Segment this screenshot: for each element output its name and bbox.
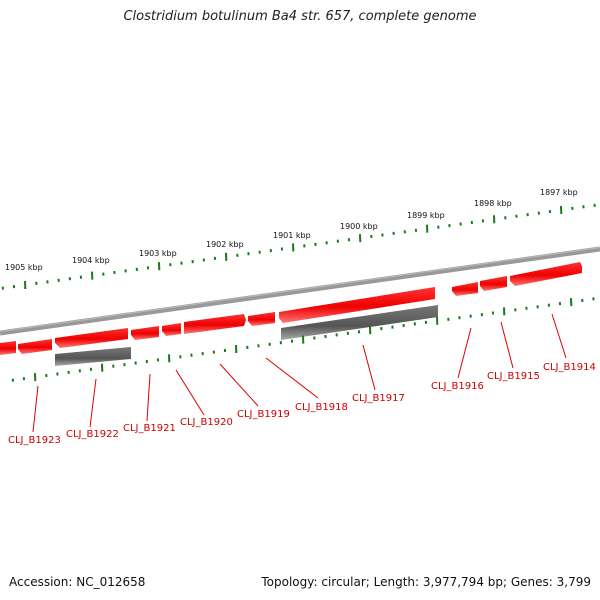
gene-label[interactable]: CLJ_B1922 bbox=[66, 429, 119, 440]
leader-line bbox=[89, 378, 97, 428]
leader-line bbox=[500, 321, 514, 369]
accession-text: Accession: NC_012658 bbox=[9, 575, 146, 589]
scale-label: 1898 kbp bbox=[474, 199, 512, 208]
leader-line bbox=[362, 344, 376, 391]
gene-arrow[interactable] bbox=[248, 312, 275, 326]
leader-line bbox=[551, 313, 567, 359]
scale-label: 1904 kbp bbox=[72, 256, 110, 265]
outer-scale-track bbox=[1, 203, 596, 290]
secondary-feature[interactable] bbox=[55, 347, 131, 366]
scale-label: 1897 kbp bbox=[540, 188, 578, 197]
gene-arrow[interactable] bbox=[0, 341, 16, 355]
genome-summary-text: Topology: circular; Length: 3,977,794 bp… bbox=[261, 575, 591, 589]
gene-arrow[interactable] bbox=[279, 287, 435, 323]
gene-arrow[interactable] bbox=[452, 282, 478, 296]
scale-label: 1902 kbp bbox=[206, 240, 244, 249]
inner-scale-track bbox=[11, 297, 595, 382]
leader-line bbox=[146, 373, 151, 422]
genome-backbone bbox=[0, 246, 600, 336]
gene-arrow[interactable] bbox=[55, 328, 128, 348]
gene-label[interactable]: CLJ_B1918 bbox=[295, 402, 348, 413]
leader-line bbox=[457, 327, 472, 379]
gene-arrow[interactable] bbox=[184, 314, 246, 334]
gene-label[interactable]: CLJ_B1917 bbox=[352, 393, 405, 404]
genome-backbone-highlight bbox=[0, 247, 600, 332]
gene-label[interactable]: CLJ_B1919 bbox=[237, 409, 290, 420]
gene-label[interactable]: CLJ_B1915 bbox=[487, 371, 540, 382]
gene-labels: CLJ_B1923 CLJ_B1922 CLJ_B1921 CLJ_B1920 … bbox=[8, 362, 596, 446]
secondary-feature[interactable] bbox=[281, 305, 438, 340]
scale-label: 1905 kbp bbox=[5, 263, 43, 272]
scale-labels: 1905 kbp 1904 kbp 1903 kbp 1902 kbp 1901… bbox=[5, 188, 578, 272]
scale-label: 1899 kbp bbox=[407, 211, 445, 220]
gene-label[interactable]: CLJ_B1920 bbox=[180, 417, 233, 428]
leader-line bbox=[265, 357, 319, 399]
leader-line bbox=[219, 363, 259, 407]
gene-arrow[interactable] bbox=[18, 339, 52, 354]
gene-track bbox=[0, 262, 582, 355]
gene-label[interactable]: CLJ_B1916 bbox=[431, 381, 484, 392]
gene-arrow[interactable] bbox=[510, 262, 582, 286]
scale-label: 1901 kbp bbox=[273, 231, 311, 240]
gene-arrow[interactable] bbox=[162, 323, 181, 336]
gene-label[interactable]: CLJ_B1923 bbox=[8, 435, 61, 446]
gene-label[interactable]: CLJ_B1914 bbox=[543, 362, 596, 373]
scale-label: 1903 kbp bbox=[139, 249, 177, 258]
gene-arrow[interactable] bbox=[131, 326, 159, 340]
leader-line bbox=[175, 369, 205, 416]
gene-arrow[interactable] bbox=[480, 276, 507, 291]
gene-label[interactable]: CLJ_B1921 bbox=[123, 423, 176, 434]
scale-label: 1900 kbp bbox=[340, 222, 378, 231]
secondary-feature-track bbox=[55, 305, 438, 366]
leader-line bbox=[32, 385, 39, 433]
leader-lines bbox=[32, 313, 567, 433]
map-title: Clostridium botulinum Ba4 str. 657, comp… bbox=[123, 9, 477, 24]
